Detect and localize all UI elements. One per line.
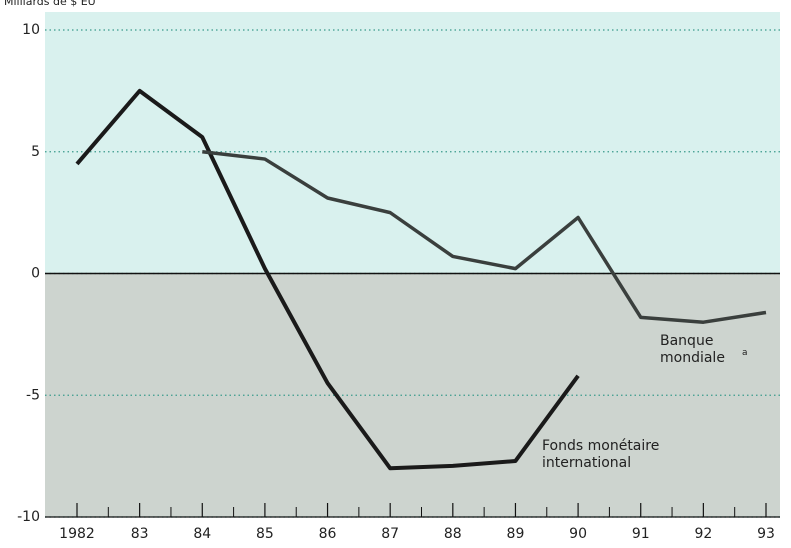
series-line — [75, 88, 580, 471]
x-tick-label: 83 — [131, 526, 149, 542]
series-label: Fonds monétaire international — [542, 438, 660, 471]
y-tick-label: -5 — [26, 387, 40, 403]
series-line — [202, 150, 767, 324]
series-note: a — [742, 348, 748, 358]
series-label: Banque mondiale — [660, 333, 725, 366]
x-tick-label: 89 — [507, 526, 525, 542]
y-tick-label: 5 — [31, 144, 40, 160]
x-tick-label: 93 — [757, 526, 775, 542]
x-tick-label: 91 — [632, 526, 650, 542]
x-tick-label: 90 — [569, 526, 587, 542]
y-axis-label: Milliards de $ EU — [4, 0, 96, 8]
x-tick-label: 92 — [694, 526, 712, 542]
y-tick-label: 0 — [31, 266, 40, 282]
x-tick-label: 1982 — [59, 526, 95, 542]
x-tick-label: 84 — [193, 526, 211, 542]
x-tick-label: 86 — [319, 526, 337, 542]
x-tick-label: 85 — [256, 526, 274, 542]
y-tick-label: 10 — [22, 22, 40, 38]
plot-bg-top — [45, 12, 780, 274]
x-tick-label: 87 — [381, 526, 399, 542]
y-tick-label: -10 — [17, 509, 40, 525]
x-tick-label: 88 — [444, 526, 462, 542]
plot-bg-bottom — [45, 273, 780, 517]
